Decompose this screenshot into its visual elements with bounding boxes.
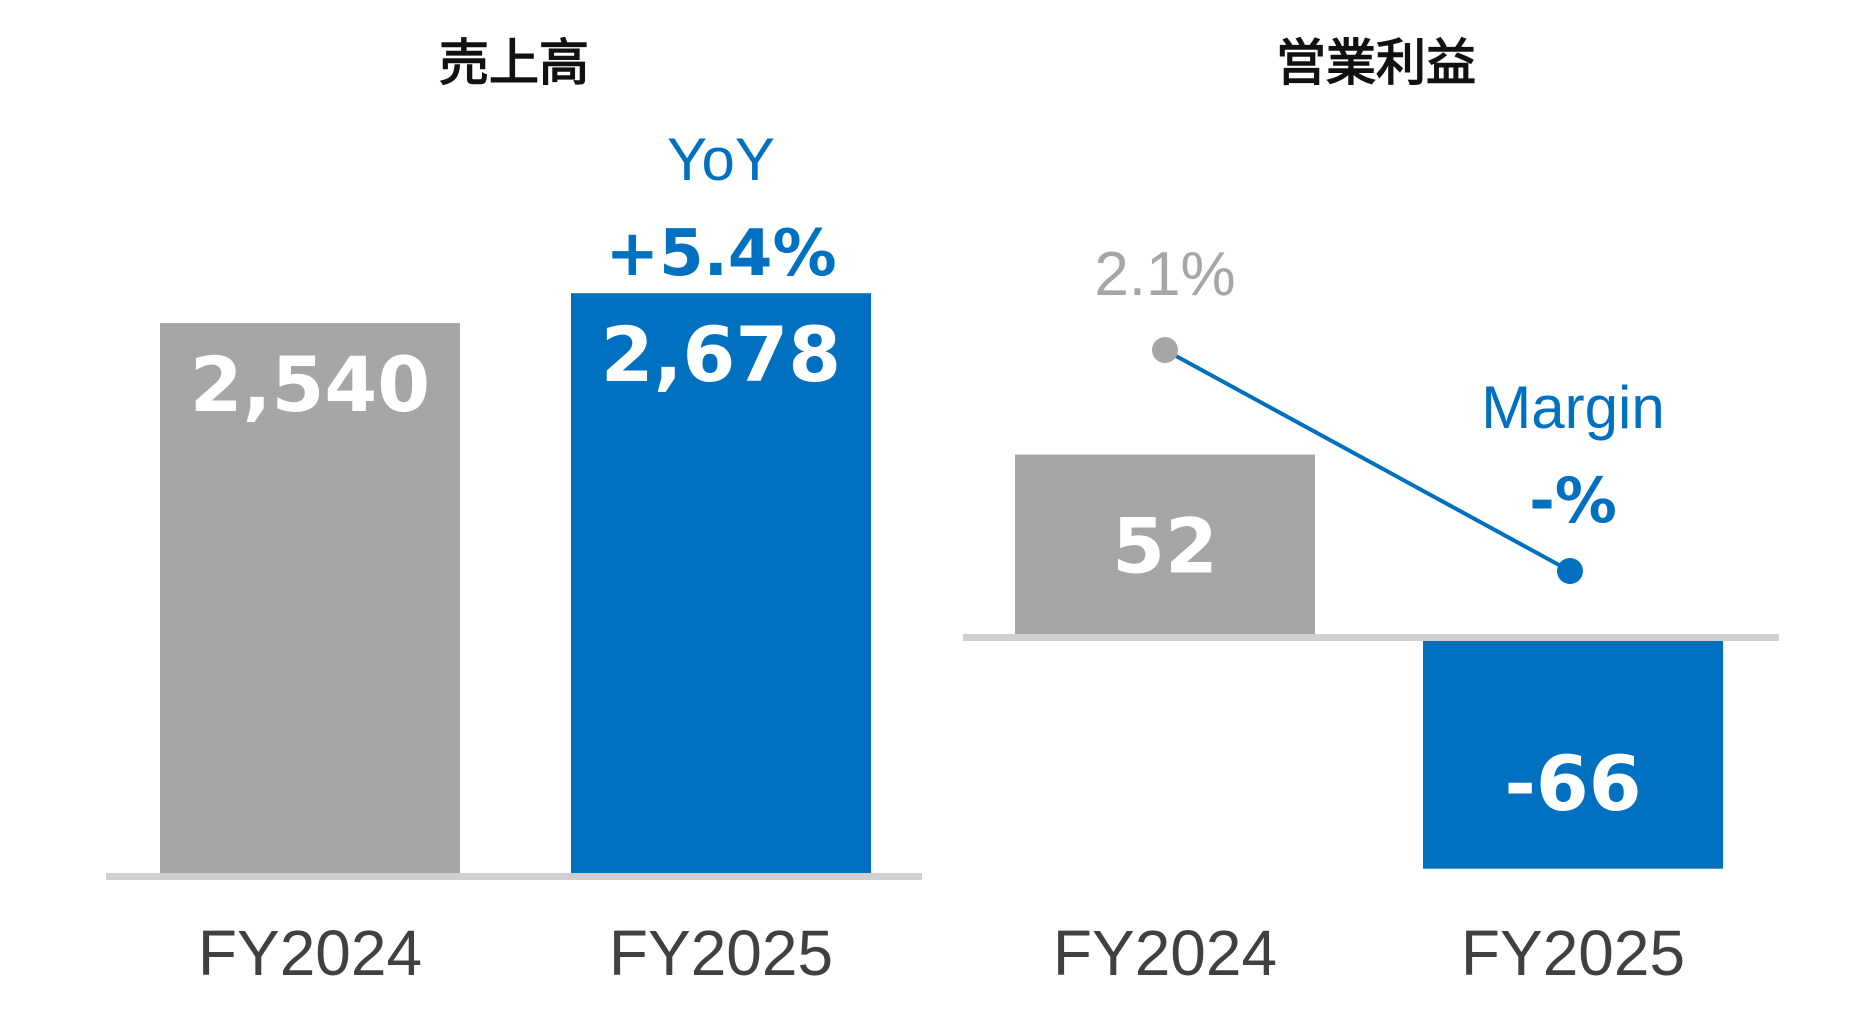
yoy-label: YoY [667, 126, 775, 193]
profit-bar-fy2024 [1015, 454, 1315, 634]
margin-label-fy2024: 2.1% [1094, 240, 1235, 309]
profit-category-label-fy2024: FY2024 [1053, 917, 1277, 989]
sales-value-label-fy2024: 2,540 [190, 340, 430, 429]
profit-bar-fy2025 [1423, 641, 1723, 869]
sales-chart-title: 売上高 [439, 34, 589, 92]
sales-bar-fy2025 [571, 293, 871, 873]
profit-category-label-fy2025: FY2025 [1461, 917, 1685, 989]
sales-bar-fy2024 [160, 323, 460, 874]
profit-value-label-fy2024: 52 [1112, 501, 1218, 590]
profit-baseline [963, 634, 1779, 641]
margin-point-fy2025 [1557, 558, 1583, 584]
yoy-value: +5.4% [605, 217, 836, 291]
sales-category-label-fy2025: FY2025 [609, 917, 833, 989]
operating-profit-chart-title: 営業利益 [1276, 34, 1476, 92]
margin-point-fy2024 [1152, 337, 1178, 363]
sales-value-label-fy2025: 2,678 [601, 310, 841, 399]
margin-label-fy2025: -% [1529, 464, 1617, 537]
margin-series-label: Margin [1481, 374, 1664, 441]
sales-baseline [106, 873, 922, 880]
margin-line [1164, 348, 1571, 573]
sales-category-label-fy2024: FY2024 [198, 917, 422, 989]
operating-profit-chart: 営業利益 52 -66 2.1% Margin -% FY2024 FY2025 [963, 34, 1779, 989]
sales-chart: 売上高 2,540 2,678 YoY +5.4% FY2024 FY2025 [106, 34, 922, 989]
profit-value-label-fy2025: -66 [1504, 739, 1641, 828]
